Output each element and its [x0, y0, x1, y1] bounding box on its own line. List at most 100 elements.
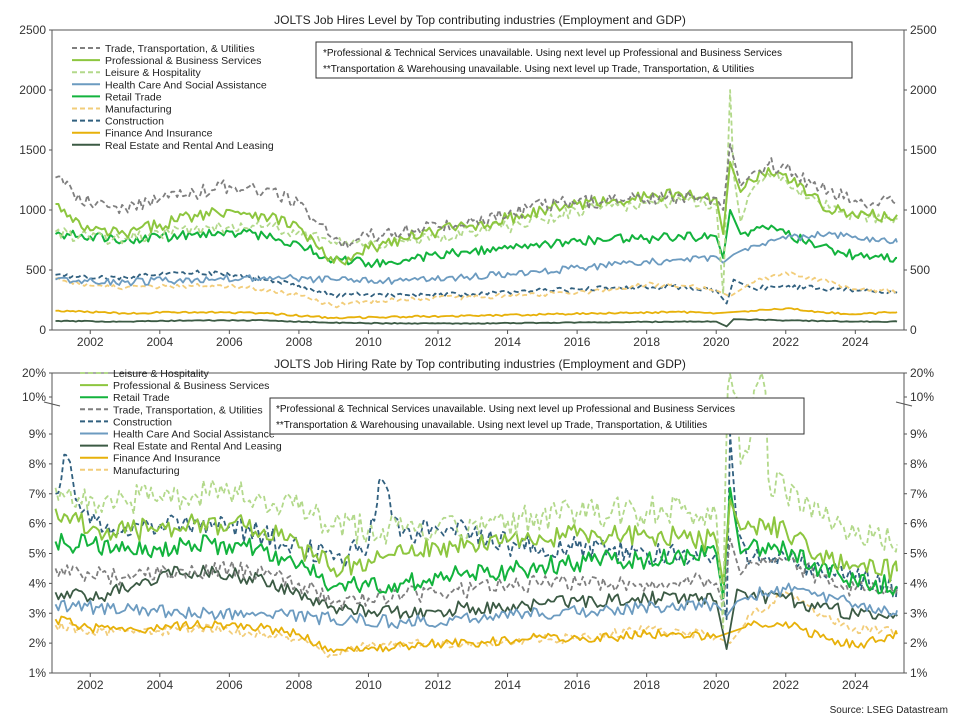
x-tick-label: 2010 [355, 335, 382, 349]
x-tick-label: 2018 [633, 335, 660, 349]
y-tick-label-right: 500 [910, 263, 930, 277]
y-tick-label-right: 20% [910, 366, 934, 380]
y-axis-right: 1% 2% 3% 4% 5% 6% 7% 8% 9% 10% 20% [904, 366, 934, 680]
series-line-retail [55, 209, 898, 269]
hires-level-chart: JOLTS Job Hires Level by Top contributin… [19, 13, 937, 349]
chart-title: JOLTS Job Hires Level by Top contributin… [274, 13, 686, 27]
plot-frame [51, 372, 905, 674]
legend-label-professional: Professional & Business Services [113, 380, 269, 392]
legend-label-realestate: Real Estate and Rental And Leasing [105, 140, 274, 152]
x-tick-label: 2014 [494, 335, 521, 349]
y-tick-label-left: 4% [29, 576, 47, 590]
y-tick-label-left: 1% [29, 666, 47, 680]
note-line-2: **Transportation & Warehousing unavailab… [276, 420, 707, 431]
x-tick-label: 2006 [216, 678, 243, 692]
series-line-trade [55, 143, 898, 249]
y-tick-label-right: 2000 [910, 83, 937, 97]
y-tick-label-left: 9% [29, 427, 47, 441]
y-tick-label-left: 5% [29, 547, 47, 561]
series-line-construction [55, 269, 898, 305]
legend-label-finance: Finance And Insurance [113, 453, 221, 465]
y-tick-label-left: 6% [29, 517, 47, 531]
series-line-finance [55, 307, 898, 320]
series-line-professional [54, 498, 898, 585]
legend-label-retail: Retail Trade [105, 91, 162, 103]
y-tick-label-right: 1500 [910, 143, 937, 157]
legend-label-construction: Construction [113, 416, 172, 428]
x-tick-label: 2016 [564, 678, 591, 692]
series-lines [54, 89, 898, 328]
series-line-manufacturing [54, 591, 898, 658]
axis-break-right [895, 401, 913, 407]
note-line-2: **Transportation & Warehousing unavailab… [323, 64, 754, 75]
y-tick-label-right: 7% [910, 487, 928, 501]
legend-label-trade: Trade, Transportation, & Utilities [105, 43, 255, 55]
y-tick-label-right: 8% [910, 457, 928, 471]
legend-label-leisure: Leisure & Hospitality [113, 368, 209, 380]
chart-title: JOLTS Job Hiring Rate by Top contributin… [274, 357, 686, 371]
y-tick-label-left: 2500 [19, 23, 46, 37]
series-line-realestate [55, 318, 898, 328]
y-tick-label-right: 5% [910, 547, 928, 561]
y-tick-label-left: 2000 [19, 83, 46, 97]
y-tick-label-right: 0 [910, 323, 917, 337]
y-tick-label-right: 2% [910, 636, 928, 650]
series-line-finance [54, 615, 898, 653]
series-line-health [55, 230, 898, 287]
x-tick-label: 2020 [703, 678, 730, 692]
legend-label-manufacturing: Manufacturing [105, 104, 172, 116]
x-tick-label: 2010 [355, 678, 382, 692]
legend-label-health: Health Care And Social Assistance [105, 79, 267, 91]
x-tick-label: 2014 [494, 678, 521, 692]
x-tick-label: 2024 [842, 678, 869, 692]
notes-box: *Professional & Technical Services unava… [269, 397, 805, 435]
series-line-construction [55, 433, 898, 621]
legend-label-professional: Professional & Business Services [105, 55, 261, 67]
y-tick-label-left: 8% [29, 457, 47, 471]
x-tick-label: 2002 [77, 678, 104, 692]
series-line-leisure [54, 89, 898, 295]
legend-label-finance: Finance And Insurance [105, 128, 213, 140]
y-tick-label-left: 0 [39, 323, 46, 337]
legend-label-trade: Trade, Transportation, & Utilities [113, 404, 263, 416]
series-line-trade [54, 537, 898, 610]
series-lines [54, 372, 898, 658]
x-tick-label: 2006 [216, 335, 243, 349]
y-tick-label-right: 9% [910, 427, 928, 441]
x-tick-label: 2018 [633, 678, 660, 692]
x-tick-label: 2016 [564, 335, 591, 349]
y-tick-label-left: 7% [29, 487, 47, 501]
series-line-leisure [54, 372, 898, 630]
x-axis: 2002 2004 2006 2008 2010 2012 2014 2016 2018 2020… [77, 673, 869, 692]
x-tick-label: 2012 [425, 335, 452, 349]
y-axis-right: 0 500 1000 1500 2000 2500 [904, 23, 937, 337]
legend-label-retail: Retail Trade [113, 392, 170, 404]
x-tick-label: 2022 [772, 335, 799, 349]
series-line-health [54, 582, 898, 629]
y-tick-label-left: 3% [29, 606, 47, 620]
plot-frame [51, 29, 905, 331]
y-axis-left: 1% 2% 3% 4% 5% 6% 7% 8% 9% 10% 20% [22, 366, 52, 680]
y-tick-label-left: 1000 [19, 203, 46, 217]
legend-label-health: Health Care And Social Assistance [113, 429, 275, 441]
y-tick-label-right: 3% [910, 606, 928, 620]
y-tick-label-left: 500 [26, 263, 46, 277]
series-line-retail [54, 486, 898, 600]
series-line-manufacturing [55, 271, 898, 309]
y-tick-label-left: 1500 [19, 143, 46, 157]
y-tick-label-left: 2% [29, 636, 47, 650]
notes-box-frame [315, 41, 853, 79]
x-tick-label: 2020 [703, 335, 730, 349]
legend-label-leisure: Leisure & Hospitality [105, 67, 201, 79]
notes-box: *Professional & Technical Services unava… [315, 41, 853, 79]
x-tick-label: 2004 [146, 678, 173, 692]
y-tick-label-right: 6% [910, 517, 928, 531]
x-tick-label: 2008 [286, 678, 313, 692]
y-tick-label-left: 10% [22, 390, 46, 404]
note-line-1: *Professional & Technical Services unava… [323, 48, 782, 59]
y-axis-left: 0 500 1000 1500 2000 2500 [19, 23, 52, 337]
source-label: Source: LSEG Datastream [830, 705, 948, 716]
axis-break-left [43, 401, 61, 407]
